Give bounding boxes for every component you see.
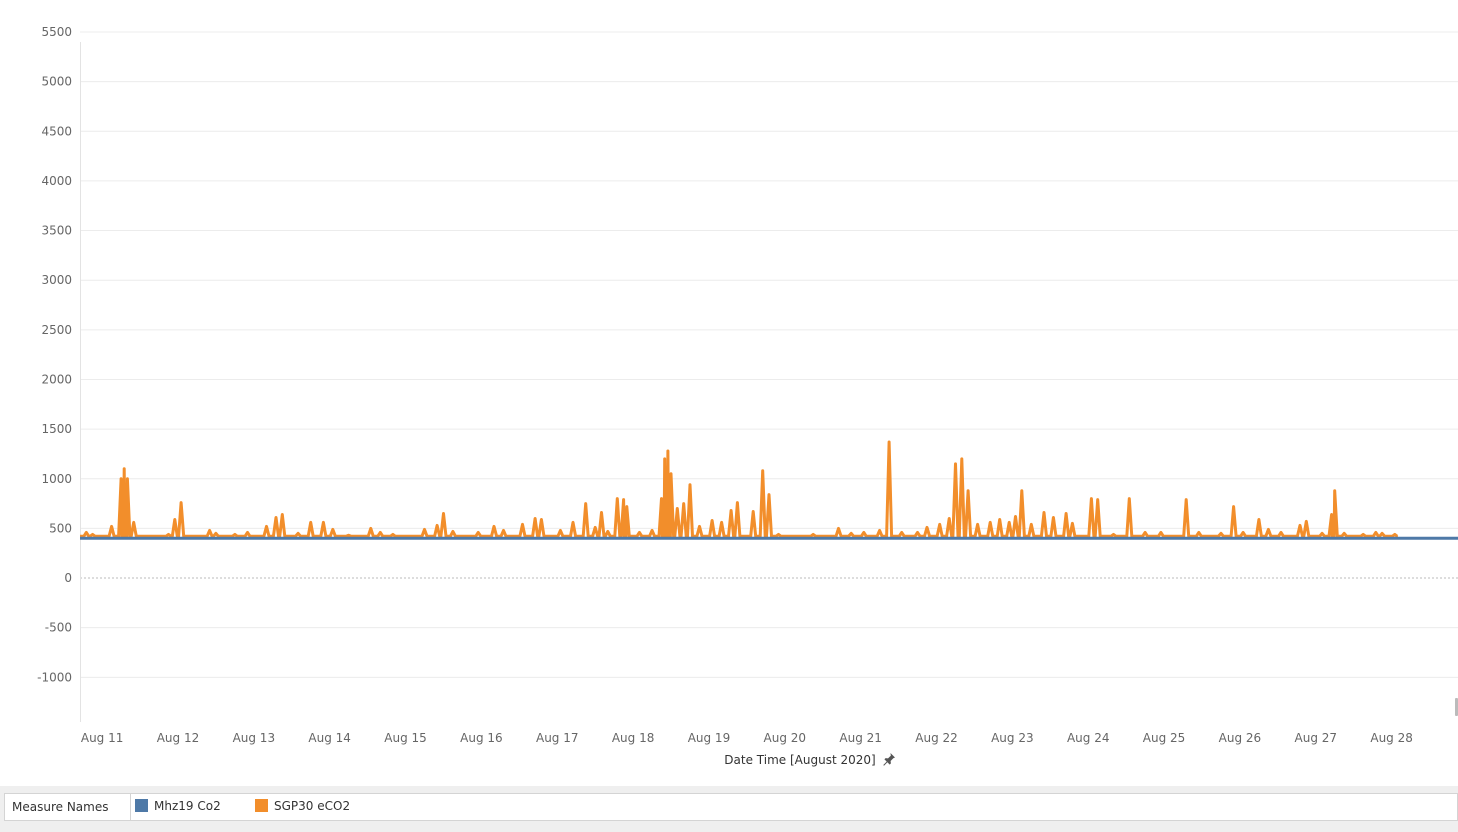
x-tick-label: Aug 14 — [308, 731, 351, 745]
legend-swatch-sgp30-eco2 — [255, 798, 268, 812]
legend-swatch-mhz19-co2 — [135, 798, 148, 812]
x-tick-label: Aug 20 — [764, 731, 807, 745]
x-tick-label: Aug 11 — [81, 731, 124, 745]
x-tick-label: Aug 17 — [536, 731, 579, 745]
x-tick-label: Aug 22 — [915, 731, 958, 745]
x-tick-label: Aug 28 — [1370, 731, 1413, 745]
legend-title: Measure Names — [5, 794, 131, 820]
x-tick-label: Aug 19 — [688, 731, 731, 745]
x-tick-label: Aug 25 — [1143, 731, 1186, 745]
x-tick-label: Aug 21 — [839, 731, 882, 745]
y-tick-label: -1000 — [37, 670, 72, 684]
y-tick-label: 1000 — [41, 472, 72, 486]
y-tick-label: 3000 — [41, 273, 72, 287]
x-tick-label: Aug 24 — [1067, 731, 1110, 745]
legend-label-mhz19-co2: Mhz19 Co2 — [154, 799, 221, 813]
y-tick-label: 0 — [64, 571, 72, 585]
legend: Measure Names Mhz19 Co2 SGP30 eCO2 — [4, 793, 1458, 821]
x-tick-label: Aug 18 — [612, 731, 655, 745]
pin-icon[interactable] — [882, 752, 896, 769]
y-tick-label: 1500 — [41, 422, 72, 436]
x-tick-label: Aug 27 — [1295, 731, 1338, 745]
x-axis-title: Date Time [August 2020] — [0, 752, 1458, 769]
y-tick-label: 2500 — [41, 323, 72, 337]
legend-item-mhz19-co2[interactable]: Mhz19 Co2 — [135, 794, 221, 820]
y-tick-label: 4500 — [41, 124, 72, 138]
y-tick-label: 2000 — [41, 372, 72, 386]
x-tick-label: Aug 16 — [460, 731, 503, 745]
x-tick-label: Aug 26 — [1219, 731, 1262, 745]
legend-item-sgp30-eco2[interactable]: SGP30 eCO2 — [255, 794, 350, 820]
scroll-handle[interactable] — [1455, 698, 1458, 716]
y-tick-label: 3500 — [41, 224, 72, 238]
series-line-sgp30-eco2 — [80, 440, 1399, 538]
legend-label-sgp30-eco2: SGP30 eCO2 — [274, 799, 351, 813]
x-tick-label: Aug 13 — [233, 731, 276, 745]
y-tick-label: 500 — [49, 521, 72, 535]
x-axis-title-text: Date Time [August 2020] — [724, 753, 876, 767]
y-tick-label: 4000 — [41, 174, 72, 188]
y-tick-label: 5000 — [41, 75, 72, 89]
y-tick-label: -500 — [45, 621, 72, 635]
x-tick-label: Aug 12 — [157, 731, 200, 745]
line-chart: -1000 -500 0 500 1000 1500 2000 2500 3000 3500 400… — [37, 25, 1458, 745]
legend-bar: Measure Names Mhz19 Co2 SGP30 eCO2 — [0, 786, 1458, 832]
x-tick-label: Aug 15 — [384, 731, 427, 745]
y-tick-label: 5500 — [41, 25, 72, 39]
x-tick-label: Aug 23 — [991, 731, 1034, 745]
chart-area: -1000 -500 0 500 1000 1500 2000 2500 3000 3500 400… — [0, 25, 1458, 769]
